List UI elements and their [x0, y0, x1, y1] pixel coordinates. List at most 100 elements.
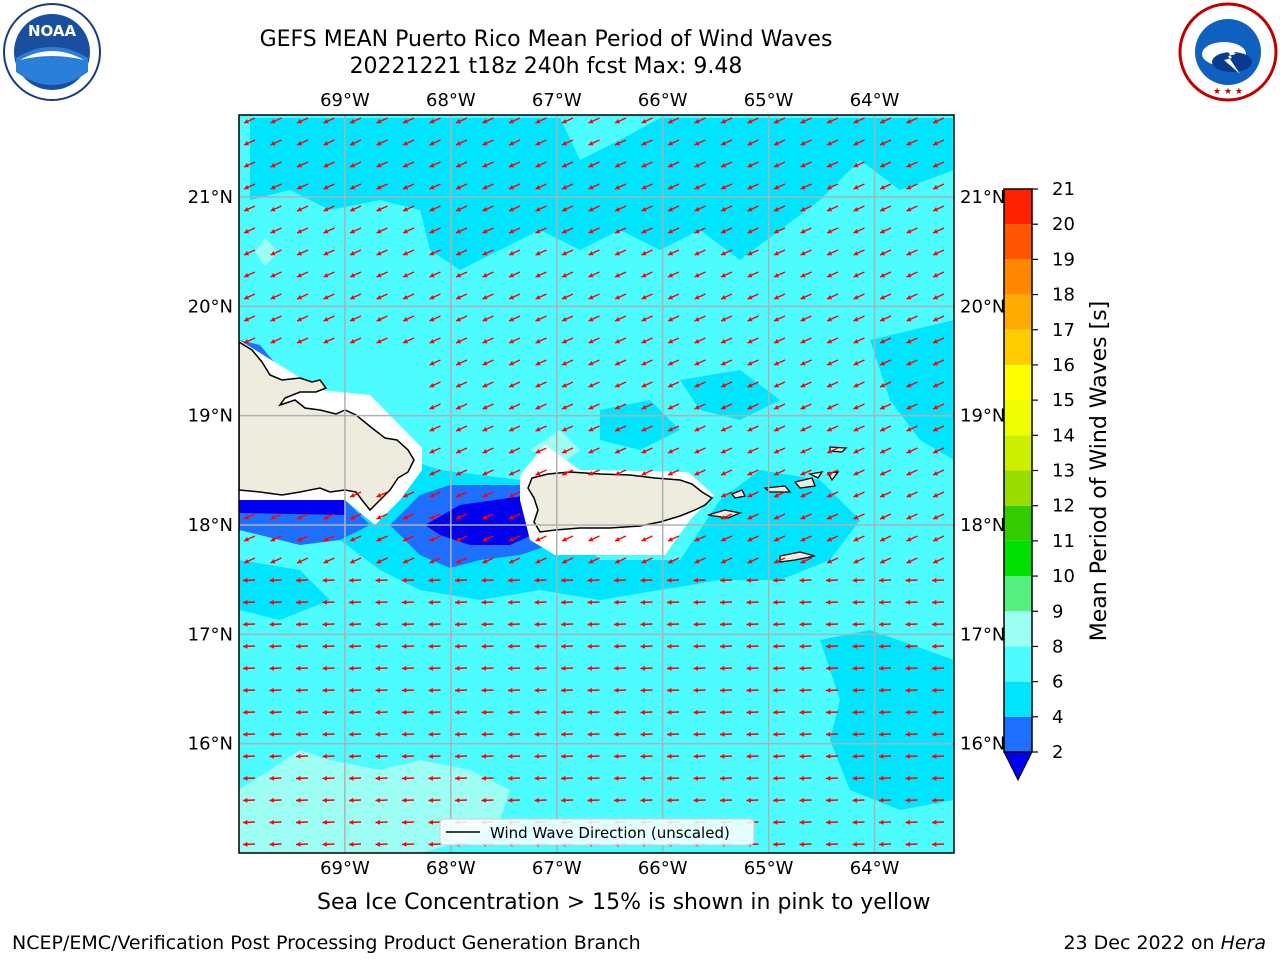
- wind-wave-arrow: [906, 425, 918, 432]
- wind-wave-arrow: [588, 469, 600, 476]
- colorbar-tick-label: 18: [1052, 285, 1075, 306]
- wind-wave-arrow: [429, 491, 441, 498]
- wind-wave-arrow: [641, 359, 653, 366]
- wind-wave-arrow: [295, 731, 309, 737]
- wind-wave-arrow: [720, 381, 733, 388]
- wind-wave-arrow: [270, 249, 282, 256]
- svg-text:★ ★ ★: ★ ★ ★: [1213, 87, 1243, 97]
- wind-wave-arrow: [376, 161, 388, 168]
- wind-wave-arrow: [428, 753, 441, 759]
- wind-wave-arrow: [667, 425, 680, 432]
- wind-wave-arrow: [773, 249, 786, 256]
- wind-wave-arrow: [269, 599, 282, 605]
- wind-wave-arrow: [349, 535, 362, 542]
- wind-wave-arrow: [243, 139, 256, 146]
- wind-wave-arrow: [773, 513, 786, 520]
- wind-wave-arrow: [719, 643, 733, 649]
- wind-wave-arrow: [852, 731, 865, 737]
- wind-wave-arrow: [401, 665, 415, 671]
- wind-wave-arrow: [482, 117, 494, 124]
- wind-wave-arrow: [348, 819, 362, 825]
- wind-wave-arrow: [375, 621, 388, 627]
- wind-wave-arrow: [931, 841, 945, 847]
- wind-wave-arrow: [269, 731, 282, 737]
- map-frame: [238, 114, 955, 854]
- sea-ice-caption: Sea Ice Concentration > 15% is shown in …: [317, 890, 931, 915]
- wind-wave-arrow: [852, 819, 865, 825]
- wind-wave-arrow: [800, 139, 812, 146]
- wind-wave-arrow: [507, 621, 521, 627]
- wind-wave-arrow: [508, 469, 521, 476]
- colorbar-tick-label: 12: [1052, 496, 1075, 517]
- wind-wave-arrow: [640, 665, 653, 671]
- wind-wave-arrow: [481, 709, 494, 715]
- wind-wave-arrow: [746, 643, 759, 649]
- wind-wave-arrow: [826, 513, 839, 520]
- colorbar-tick-label: 2: [1052, 742, 1063, 763]
- wind-wave-arrow: [825, 621, 839, 627]
- wind-wave-arrow: [323, 117, 335, 124]
- wind-wave-arrow: [482, 381, 494, 388]
- wind-wave-arrow: [482, 425, 494, 432]
- wind-wave-arrow: [667, 447, 680, 454]
- wind-wave-arrow: [508, 293, 521, 300]
- wind-wave-arrow: [481, 577, 494, 583]
- wind-wave-arrow: [932, 293, 945, 300]
- wind-wave-arrow: [560, 709, 574, 715]
- wind-wave-arrow: [879, 315, 892, 322]
- wind-wave-arrow: [243, 271, 256, 278]
- wind-wave-arrow: [348, 665, 362, 671]
- colorbar-segment: [1004, 259, 1032, 295]
- wind-wave-arrow: [375, 577, 388, 583]
- wind-wave-arrow: [693, 577, 706, 583]
- wind-wave-arrow: [454, 797, 468, 803]
- wind-wave-arrow: [878, 731, 892, 737]
- wind-wave-arrow: [931, 819, 945, 825]
- lon-tick-label: 69°W: [320, 858, 370, 879]
- wind-wave-arrow: [773, 425, 786, 432]
- wind-wave-arrow: [587, 687, 600, 693]
- wind-wave-arrow: [560, 797, 574, 803]
- colorbar-tick-label: 16: [1052, 355, 1075, 376]
- colorbar-tick-label: 11: [1052, 531, 1075, 552]
- wind-wave-arrow: [561, 381, 574, 388]
- wind-wave-arrow: [534, 621, 547, 627]
- colorbar-segment: [1004, 505, 1032, 541]
- lon-tick-label: 66°W: [638, 858, 688, 879]
- wind-wave-arrow: [667, 161, 680, 168]
- wind-wave-arrow: [906, 337, 918, 344]
- wind-wave-arrow: [852, 599, 865, 605]
- noaa-logo: NOAA: [3, 3, 101, 101]
- wind-wave-arrow: [482, 359, 494, 366]
- wind-wave-arrow: [906, 271, 918, 278]
- wind-wave-arrow: [269, 819, 282, 825]
- wind-wave-arrow: [932, 315, 945, 322]
- wind-wave-arrow: [296, 117, 309, 124]
- wind-wave-arrow: [852, 709, 865, 715]
- wind-wave-arrow: [719, 621, 733, 627]
- wind-wave-arrow: [588, 425, 600, 432]
- wind-wave-arrow: [376, 315, 388, 322]
- wind-wave-arrow: [482, 205, 494, 212]
- wind-wave-arrow: [694, 205, 706, 212]
- wind-wave-arrow: [772, 577, 786, 583]
- wind-wave-arrow: [906, 315, 918, 322]
- colorbar-segment: [1004, 470, 1032, 506]
- wind-wave-arrow: [852, 687, 865, 693]
- wind-wave-arrow: [720, 205, 733, 212]
- wind-wave-arrow: [243, 337, 256, 344]
- wind-wave-arrow: [613, 753, 627, 759]
- wind-wave-arrow: [905, 775, 918, 781]
- wind-wave-arrow: [455, 183, 468, 190]
- wind-wave-arrow: [401, 621, 415, 627]
- wind-wave-arrow: [243, 315, 256, 322]
- wind-wave-arrow: [269, 621, 282, 627]
- wind-wave-arrow: [482, 293, 494, 300]
- wind-wave-arrow: [747, 535, 759, 542]
- wind-wave-arrow: [322, 797, 335, 803]
- wind-wave-arrow: [614, 315, 627, 322]
- wind-wave-arrow: [614, 205, 627, 212]
- wind-wave-arrow: [588, 315, 600, 322]
- wind-wave-arrow: [906, 293, 918, 300]
- map-plot-area: [239, 115, 954, 853]
